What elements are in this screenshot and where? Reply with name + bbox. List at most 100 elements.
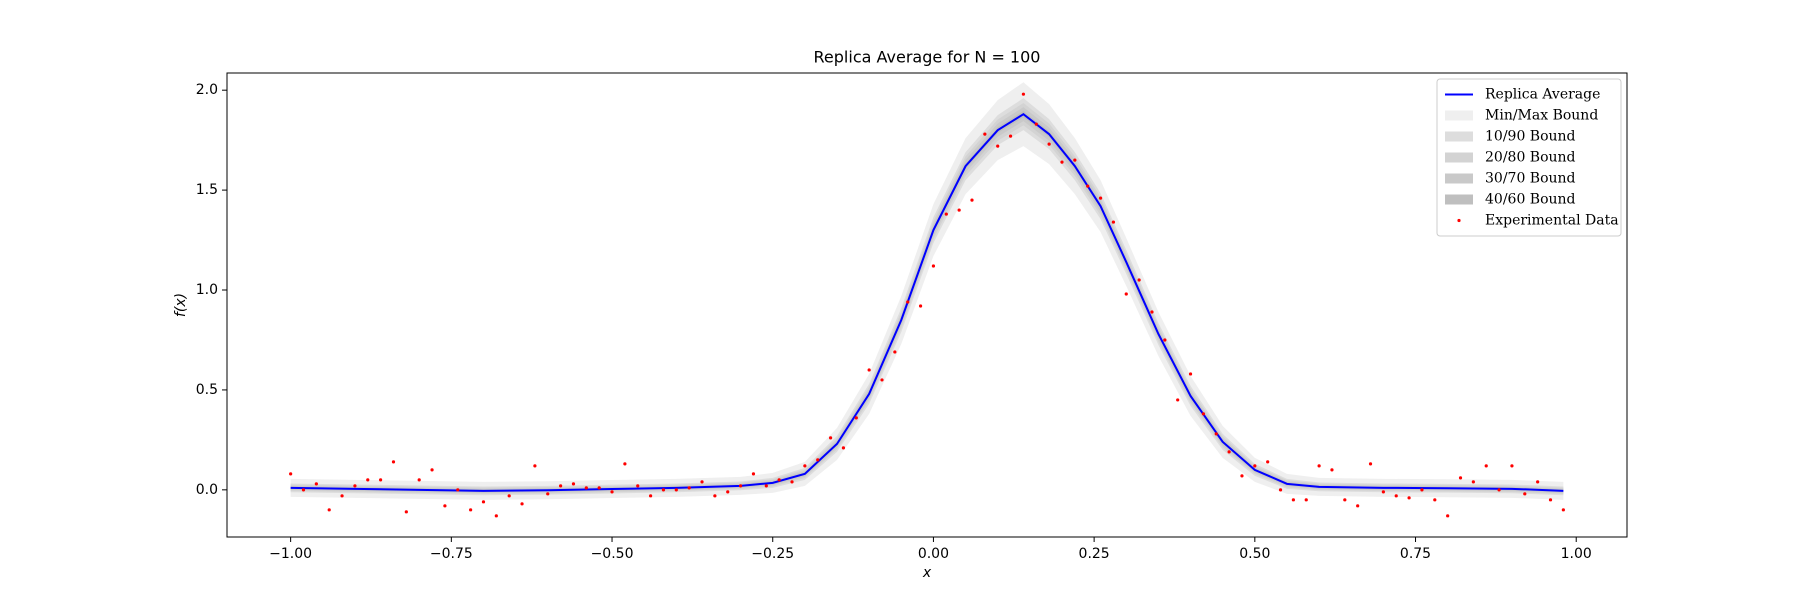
data-point (1201, 412, 1206, 416)
data-point (1497, 488, 1501, 492)
x-tick-label: 1.00 (1561, 546, 1592, 562)
data-point (1008, 134, 1013, 138)
data-point (1291, 498, 1295, 502)
data-point (1073, 158, 1077, 162)
data-point (289, 472, 293, 476)
data-point (931, 264, 936, 268)
data-point (700, 480, 704, 484)
data-point (726, 490, 730, 494)
data-point (1523, 492, 1527, 496)
data-point (906, 300, 910, 304)
data-point (1484, 464, 1488, 468)
data-point (1214, 432, 1218, 436)
data-point (456, 488, 460, 492)
legend-label: 40/60 Bound (1485, 192, 1576, 208)
data-point (1137, 278, 1141, 282)
data-point (1343, 498, 1347, 502)
y-tick-label: 0.0 (196, 482, 218, 498)
data-point (1471, 480, 1475, 484)
data-point (1047, 142, 1051, 146)
legend-label: Replica Average (1485, 87, 1600, 103)
data-point (918, 304, 923, 308)
data-point (713, 494, 717, 498)
data-point (996, 144, 1000, 148)
data-point (404, 510, 408, 514)
data-point (1368, 462, 1373, 466)
data-point (507, 494, 511, 498)
plot-area (289, 82, 1565, 518)
data-point (1394, 494, 1398, 498)
data-point (983, 132, 987, 136)
x-tick-label: 0.00 (918, 546, 949, 562)
legend-swatch (1445, 194, 1473, 205)
data-point (301, 488, 306, 492)
data-point (366, 478, 370, 482)
data-point (1278, 488, 1283, 492)
data-point (828, 436, 833, 440)
data-point (854, 416, 858, 420)
data-point (314, 482, 318, 486)
data-point (893, 350, 897, 354)
data-point (803, 464, 807, 468)
data-point (1111, 220, 1116, 224)
data-point (1548, 498, 1553, 502)
data-point (944, 212, 948, 216)
data-point (494, 514, 498, 518)
data-point (777, 478, 781, 482)
data-point (559, 484, 563, 488)
data-point (1330, 468, 1334, 472)
legend-label: 30/70 Bound (1485, 171, 1576, 187)
data-point (816, 458, 820, 462)
data-point (1188, 372, 1193, 376)
y-tick-label: 1.5 (196, 182, 218, 198)
legend-label: 10/90 Bound (1485, 129, 1576, 145)
data-point (327, 508, 331, 512)
y-tick-label: 0.5 (196, 382, 218, 398)
data-point (661, 488, 666, 492)
data-point (867, 368, 871, 372)
data-point (1407, 496, 1411, 500)
x-tick-label: 0.75 (1400, 546, 1431, 562)
data-point (674, 488, 678, 492)
data-point (533, 464, 537, 468)
data-point (1266, 460, 1270, 464)
data-point (1356, 504, 1360, 508)
axes-frame (226, 72, 1628, 538)
data-point (764, 484, 768, 488)
data-point (1561, 508, 1565, 512)
legend-box (1436, 78, 1622, 237)
legend-label: Experimental Data (1485, 213, 1619, 229)
data-point (1458, 476, 1463, 480)
data-point (1420, 488, 1424, 492)
y-axis-label: f(x) (173, 293, 189, 317)
data-point (481, 500, 486, 504)
bound-band (290, 102, 1564, 495)
x-tick-label: −1.00 (269, 546, 312, 562)
x-tick-label: −0.25 (751, 546, 794, 562)
x-tick-label: 0.50 (1239, 546, 1270, 562)
legend-label: Min/Max Bound (1485, 108, 1598, 124)
data-point (597, 486, 601, 490)
data-point (1433, 498, 1437, 502)
data-point (584, 486, 588, 490)
x-tick-label: −0.75 (430, 546, 473, 562)
data-point (1034, 122, 1038, 126)
data-point (1381, 490, 1385, 494)
data-point (1124, 292, 1128, 296)
data-point (841, 446, 846, 450)
y-tick-label: 1.0 (196, 282, 218, 298)
data-point (571, 482, 576, 486)
data-point (751, 472, 756, 476)
legend-swatch (1457, 218, 1461, 223)
data-point (1240, 474, 1244, 478)
data-point (1163, 338, 1167, 342)
legend-swatch (1445, 152, 1473, 163)
x-axis-label: x (922, 565, 932, 581)
data-point (1176, 398, 1180, 402)
legend-swatch (1445, 173, 1473, 184)
data-point (1098, 196, 1103, 200)
data-point (520, 502, 524, 506)
data-point (1317, 464, 1321, 468)
data-point (1060, 160, 1064, 164)
